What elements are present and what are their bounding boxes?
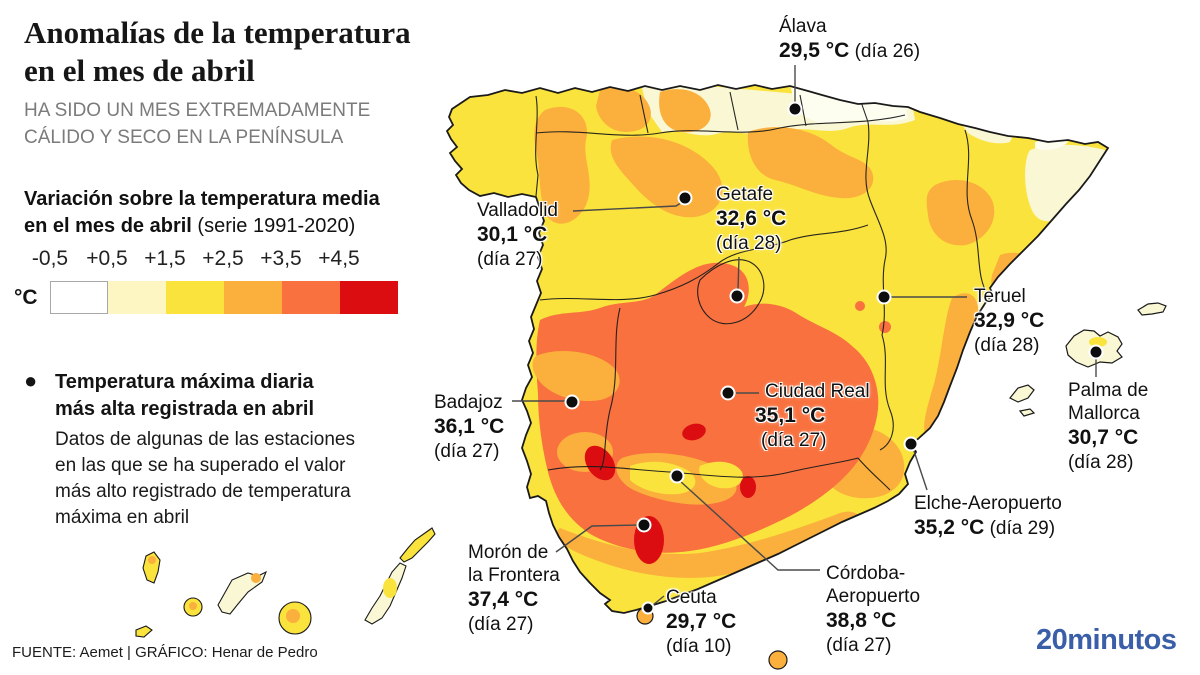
station-name: Ciudad Real (765, 381, 870, 402)
brand-logo: 20minutos (1036, 624, 1177, 656)
station-dot-ciudad-real (720, 385, 736, 401)
station-name2: Aeropuerto (826, 586, 921, 607)
scale-swatch-1 (108, 281, 166, 314)
region-borders (535, 91, 989, 491)
page-title: Anomalías de la temperatura en el mes de… (24, 14, 411, 90)
station-temp: 29,7 °C (666, 610, 737, 633)
station-day: (día 27) (826, 635, 892, 656)
station-name: Ceuta (666, 587, 717, 608)
station-temp: 29,5 °C (779, 39, 850, 62)
station-label-moron: Morón de la Frontera 37,4 °C (día 27) (468, 541, 560, 636)
station-day: (día 27) (468, 614, 534, 635)
station-label-elche: Elche-Aeropuerto 35,2 °C (día 29) (914, 492, 1062, 541)
leader-lines (512, 65, 1097, 606)
scale-swatch-5 (340, 281, 398, 314)
color-scale (50, 281, 398, 314)
station-day: (día 28) (716, 233, 782, 254)
station-name2: la Frontera (468, 565, 560, 586)
station-label-teruel: Teruel 32,9 °C (día 28) (974, 285, 1044, 357)
station-name: Getafe (716, 184, 774, 205)
station-name: Teruel (974, 286, 1026, 307)
station-label-getafe: Getafe 32,6 °C (día 28) (716, 183, 786, 255)
station-day: (día 29) (989, 518, 1056, 539)
station-name: Álava (779, 16, 827, 37)
station-name: Córdoba- (826, 563, 906, 584)
source-credit: FUENTE: Aemet | GRÁFICO: Henar de Pedro (12, 644, 318, 661)
station-label-palma: Palma de Mallorca 30,7 °C (día 28) (1068, 379, 1148, 474)
station-dot-cordoba (669, 468, 685, 484)
station-temp: 30,1 °C (477, 223, 548, 246)
station-dot-valladolid (677, 190, 693, 206)
station-dot-moron (636, 517, 652, 533)
station-temp: 30,7 °C (1068, 426, 1139, 449)
station-name: Badajoz (434, 392, 503, 413)
scale-legend-title-line2: en el mes de abril (serie 1991-2020) (24, 215, 356, 237)
scale-tick-5: +4,5 (318, 247, 360, 270)
scale-tick-2: +1,5 (144, 247, 186, 270)
melilla-circle (768, 650, 788, 670)
scale-legend-title-line1: Variación sobre la temperatura media (24, 188, 380, 210)
station-dot-teruel (876, 289, 892, 305)
station-temp: 32,6 °C (716, 207, 787, 230)
station-name: Morón de (468, 542, 549, 563)
station-label-badajoz: Badajoz 36,1 °C (día 27) (434, 391, 504, 463)
station-day: (día 27) (434, 441, 500, 462)
scale-legend-title: Variación sobre la temperatura media en … (24, 186, 380, 240)
max-temp-legend-description: Datos de algunas de las estaciones en la… (55, 429, 355, 528)
canary-islands (135, 527, 436, 638)
subtitle-line2: CÁLIDO Y SECO EN LA PENÍNSULA (24, 127, 344, 148)
station-dot-elche (903, 436, 919, 452)
station-label-ceuta: Ceuta 29,7 °C (día 10) (666, 586, 736, 658)
scale-tick-3: +2,5 (202, 247, 244, 270)
station-dot-getafe (729, 288, 745, 304)
station-label-cordoba: Córdoba- Aeropuerto 38,8 °C (día 27) (826, 562, 920, 657)
scale-swatch-0 (50, 281, 108, 314)
station-name: Palma de (1068, 380, 1149, 401)
station-label-alava: Álava 29,5 °C (día 26) (779, 15, 920, 64)
max-temp-bullet-icon: ● (24, 368, 38, 393)
page-subtitle: HA SIDO UN MES EXTREMADAMENTE CÁLIDO Y S… (24, 97, 370, 151)
scale-tick-0: -0,5 (31, 247, 69, 270)
station-label-ciudad-real: Ciudad Real 35,1 °C (día 27) (755, 380, 870, 452)
subtitle-line1: HA SIDO UN MES EXTREMADAMENTE (24, 100, 371, 121)
station-name: Valladolid (477, 200, 558, 221)
station-dot-badajoz (564, 394, 580, 410)
station-temp: 38,8 °C (826, 609, 897, 632)
station-temp: 35,2 °C (914, 516, 985, 539)
scale-swatch-3 (224, 281, 282, 314)
station-day: (día 26) (854, 41, 921, 62)
title-line2: en el mes de abril (24, 53, 255, 88)
scale-tick-4: +3,5 (260, 247, 302, 270)
station-dots (564, 101, 1104, 615)
station-dot-palma (1088, 344, 1104, 360)
scale-unit: °C (14, 286, 38, 309)
station-temp: 36,1 °C (434, 415, 505, 438)
station-dot-ceuta (641, 601, 655, 615)
station-temp: 32,9 °C (974, 309, 1045, 332)
station-day: (día 27) (761, 430, 827, 451)
station-name2: Mallorca (1068, 403, 1140, 424)
station-dot-alava (787, 101, 803, 117)
station-day: (día 28) (1068, 452, 1134, 473)
station-name: Elche-Aeropuerto (914, 493, 1062, 514)
station-day: (día 28) (974, 335, 1040, 356)
station-temp: 35,1 °C (755, 404, 826, 427)
station-day: (día 10) (666, 636, 732, 657)
max-temp-legend-title: Temperatura máxima diaria más alta regis… (55, 371, 315, 420)
station-day: (día 27) (477, 249, 543, 270)
station-label-valladolid: Valladolid 30,1 °C (día 27) (477, 199, 558, 271)
title-line1: Anomalías de la temperatura (24, 15, 411, 50)
scale-swatch-4 (282, 281, 340, 314)
scale-tick-1: +0,5 (86, 247, 128, 270)
station-temp: 37,4 °C (468, 588, 539, 611)
scale-legend-series: (serie 1991-2020) (197, 215, 356, 237)
scale-swatch-2 (166, 281, 224, 314)
